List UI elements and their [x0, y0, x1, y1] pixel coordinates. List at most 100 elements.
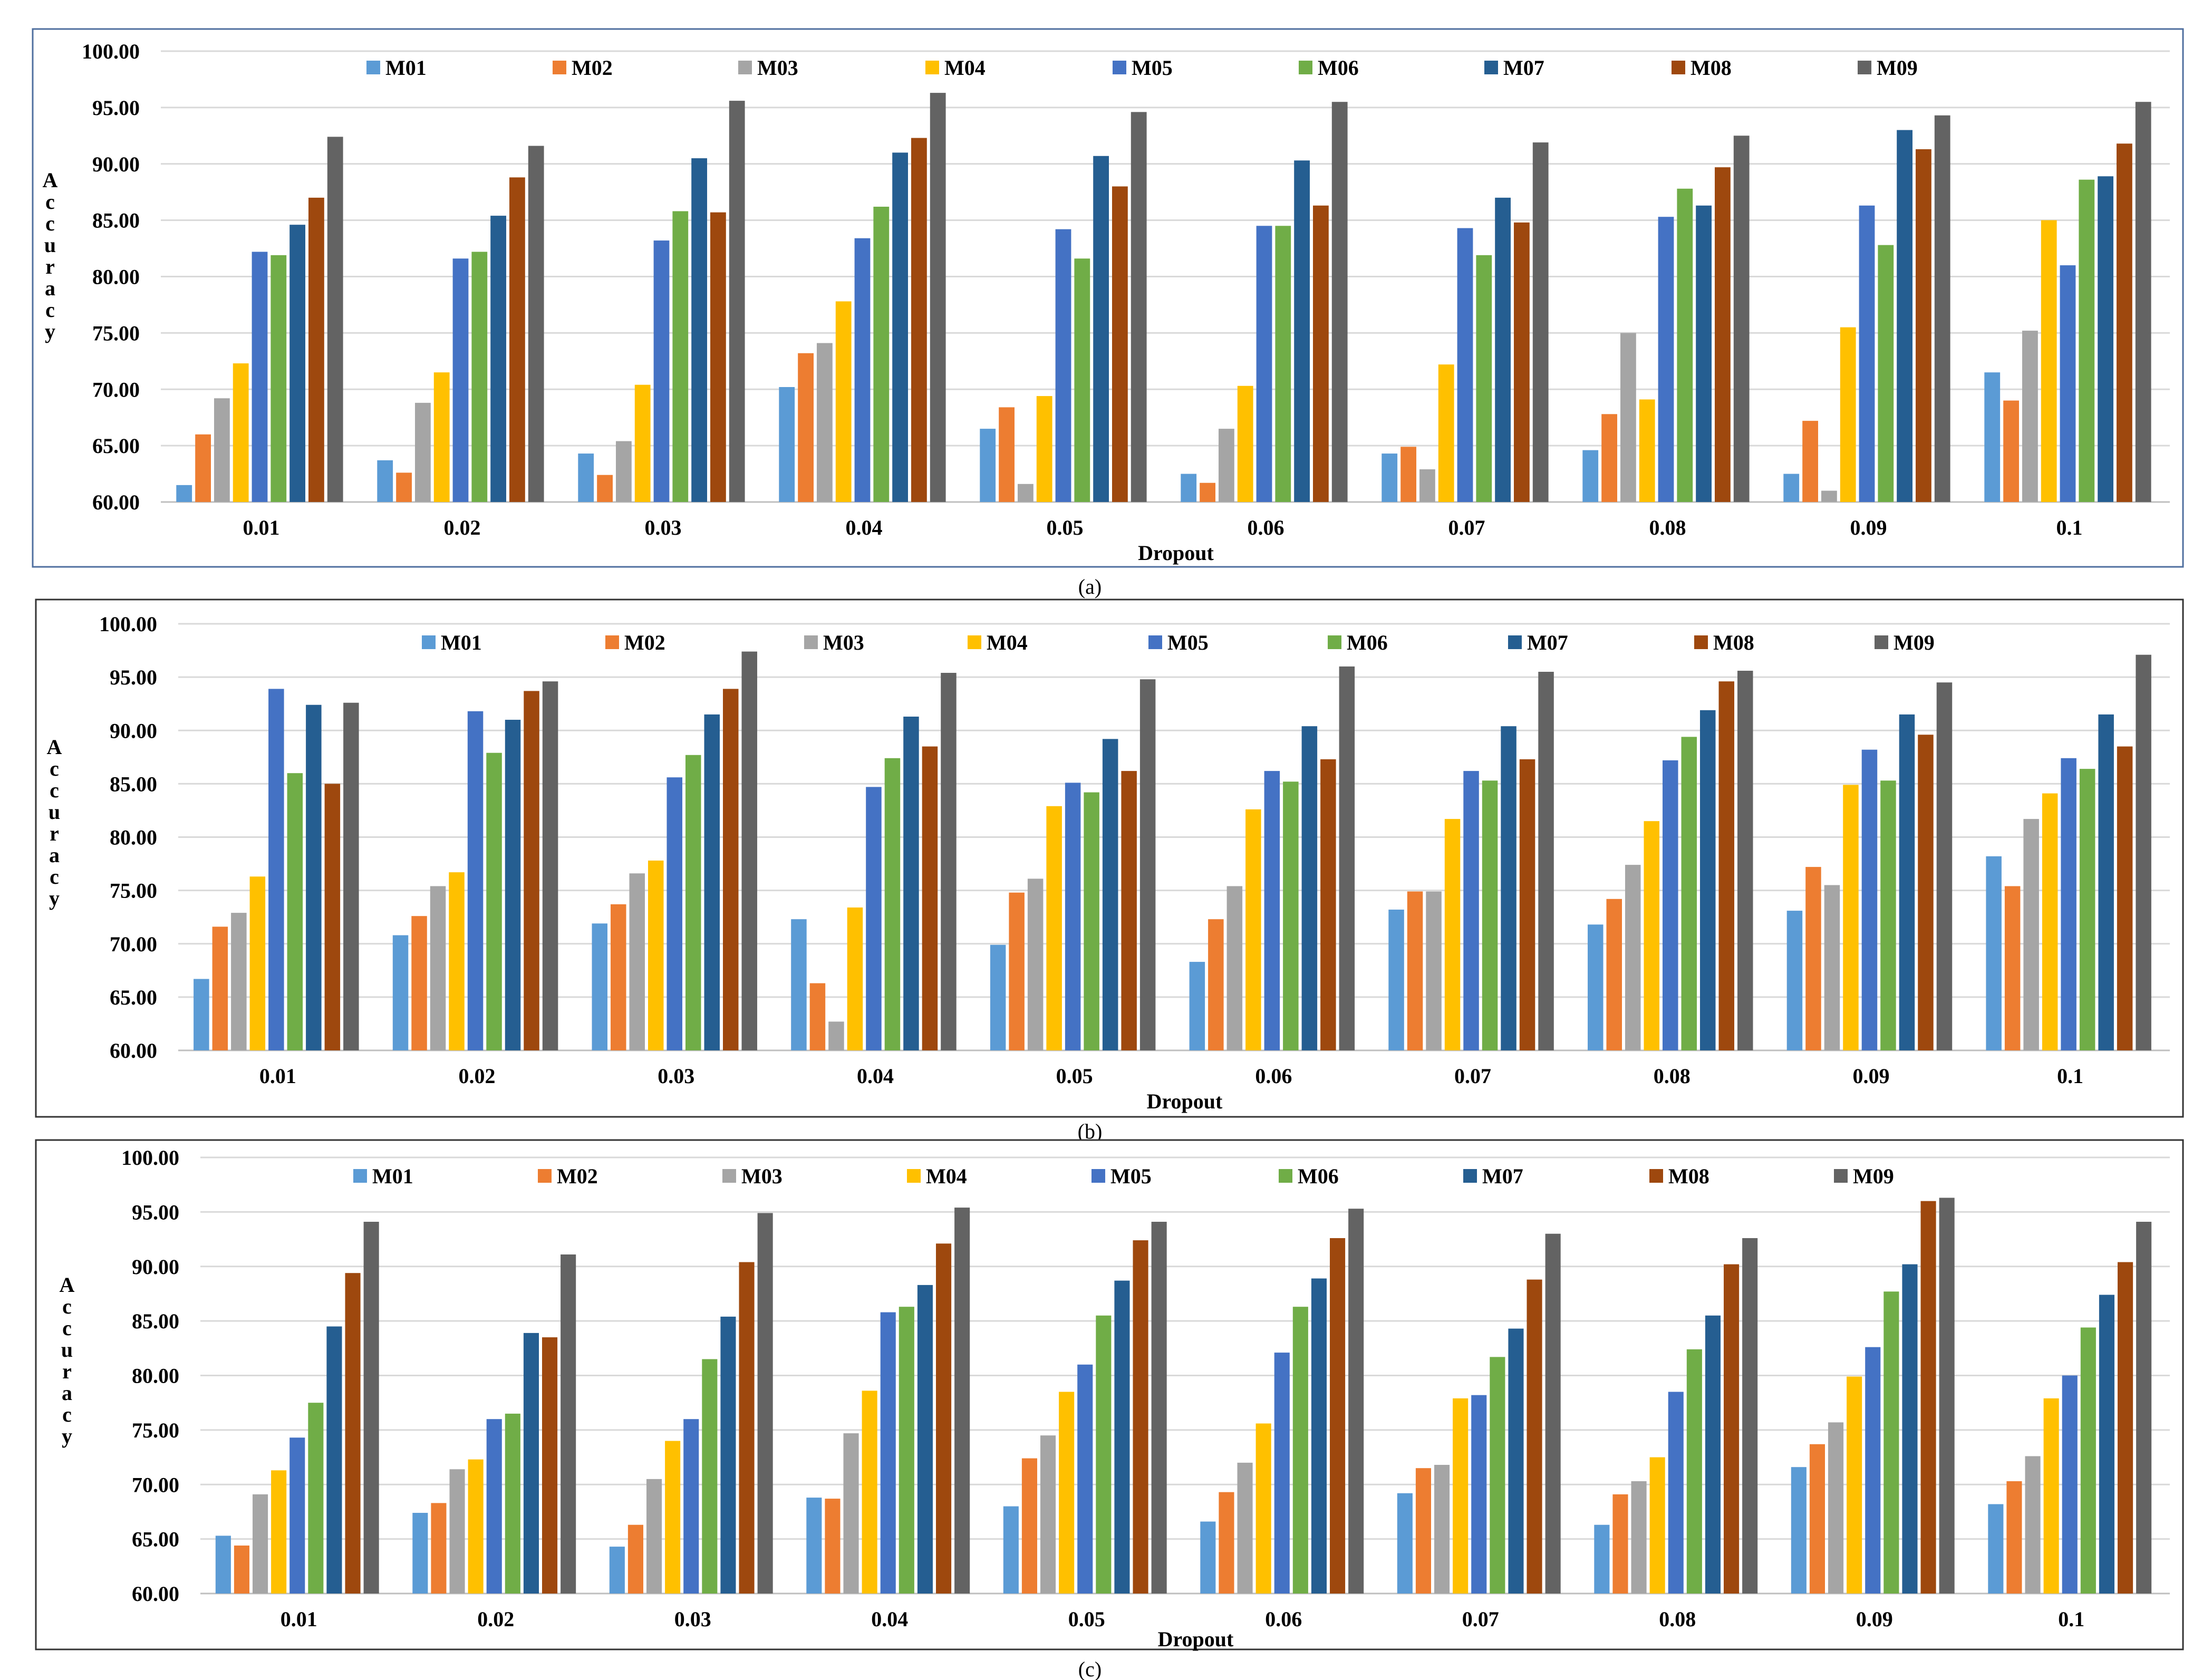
bar-M09-0.1 [2135, 102, 2151, 502]
bar-M02-0.05 [1009, 892, 1025, 1050]
legend-swatch [1875, 635, 1888, 649]
bar-M07-0.01 [326, 1326, 342, 1594]
bar-M07-0.07 [1495, 197, 1511, 502]
legend-swatch [1148, 635, 1162, 649]
bar-M02-0.1 [2006, 1481, 2022, 1594]
legend-swatch [1091, 1169, 1105, 1183]
bar-M08-0.04 [922, 746, 938, 1050]
bar-M02-0.01 [195, 434, 211, 503]
bar-M06-0.07 [1490, 1357, 1505, 1594]
bar-M01-0.04 [779, 387, 795, 502]
bar-M02-0.03 [627, 1524, 643, 1594]
bar-M08-0.05 [1133, 1240, 1148, 1594]
bar-M05-0.09 [1861, 749, 1878, 1050]
bar-M09-0.06 [1339, 666, 1355, 1050]
bar-M01-0.1 [1988, 1504, 2004, 1594]
bar-M04-0.06 [1245, 809, 1261, 1050]
bar-M09-0.08 [1733, 136, 1750, 502]
legend-swatch [1484, 61, 1498, 74]
bar-M07-0.02 [505, 720, 521, 1050]
bar-M06-0.05 [1096, 1315, 1112, 1594]
bar-M06-0.08 [1686, 1349, 1702, 1594]
bar-M05-0.06 [1256, 226, 1272, 502]
bar-M08-0.03 [710, 212, 726, 502]
bar-M07-0.01 [289, 225, 305, 502]
bar-M06-0.02 [471, 252, 488, 502]
bar-M01-0.03 [609, 1547, 625, 1594]
bar-M09-0.03 [729, 101, 745, 503]
bar-M01-0.03 [578, 453, 594, 502]
bar-M04-0.03 [648, 861, 664, 1050]
legend-swatch [1508, 635, 1522, 649]
bar-M03-0.1 [2023, 819, 2039, 1050]
bar-M05-0.02 [486, 1419, 502, 1594]
bar-M03-0.02 [430, 886, 446, 1050]
bar-M05-0.06 [1274, 1353, 1290, 1594]
chart-2: 60.00 65.00 70.00 75.00 80.00 85.00 90.00 95.00… [35, 598, 2184, 1118]
bar-M03-0.08 [1620, 333, 1636, 502]
bar-M01-0.07 [1388, 910, 1404, 1050]
bar-M02-0.09 [1805, 867, 1821, 1050]
bar-M03-0.01 [214, 398, 230, 502]
legend-label: M02 [624, 631, 665, 654]
bar-M08-0.09 [1920, 1201, 1936, 1594]
legend-label: M01 [441, 631, 482, 654]
bar-M04-0.09 [1843, 785, 1859, 1050]
chart-caption: (c) [1078, 1657, 1102, 1680]
bar-M01-0.09 [1791, 1467, 1807, 1594]
legend-label: M03 [741, 1164, 783, 1188]
y-tick-label: 85.00 [132, 1309, 179, 1333]
bar-M02-0.01 [234, 1546, 249, 1594]
bar-M09-0.03 [757, 1213, 773, 1594]
x-tick-label: 0.03 [658, 1064, 694, 1088]
bar-M01-0.04 [791, 919, 807, 1050]
bar-M02-0.1 [2004, 886, 2021, 1050]
bar-M08-0.07 [1519, 759, 1535, 1050]
bar-M05-0.08 [1663, 760, 1678, 1050]
bar-M05-0.04 [880, 1312, 896, 1594]
bar-M08-0.06 [1320, 759, 1336, 1050]
bar-M06-0.06 [1275, 226, 1291, 502]
y-tick-label: 70.00 [132, 1473, 179, 1496]
bar-M09-0.09 [1936, 682, 1953, 1050]
bar-M04-0.09 [1840, 327, 1856, 502]
bar-M05-0.08 [1658, 217, 1674, 502]
legend-swatch [968, 635, 981, 649]
legend-item-M07: M07 [1484, 56, 1544, 80]
bar-M01-0.05 [1003, 1506, 1019, 1594]
bar-M07-0.06 [1301, 726, 1318, 1050]
bar-M05-0.1 [2060, 265, 2076, 502]
bar-M01-0.08 [1594, 1524, 1610, 1594]
y-tick-label: 100.00 [99, 612, 157, 636]
x-tick-label: 0.07 [1448, 516, 1485, 539]
bar-M01-0.07 [1382, 453, 1398, 502]
bar-M07-0.07 [1508, 1328, 1524, 1594]
bar-M04-0.1 [2041, 220, 2057, 503]
y-tick-label: 80.00 [92, 265, 140, 289]
legend-item-M02: M02 [605, 631, 665, 654]
x-tick-label: 0.05 [1047, 516, 1084, 539]
bar-M06-0.02 [505, 1413, 520, 1594]
legend-item-M09: M09 [1858, 56, 1918, 80]
x-tick-label: 0.02 [477, 1607, 514, 1631]
bar-M04-0.02 [468, 1459, 484, 1594]
bar-M05-0.01 [252, 252, 268, 502]
bar-M08-0.09 [1918, 735, 1934, 1050]
bar-M06-0.05 [1074, 258, 1090, 502]
legend-label: M06 [1347, 631, 1388, 654]
legend-label: M05 [1132, 56, 1173, 80]
bar-M02-0.07 [1415, 1468, 1431, 1594]
bar-M01-0.01 [215, 1536, 231, 1594]
y-tick-label: 85.00 [92, 209, 140, 233]
bar-M01-0.06 [1181, 474, 1197, 502]
bar-M06-0.06 [1283, 781, 1299, 1050]
legend-label: M04 [944, 56, 986, 80]
bar-M02-0.01 [212, 926, 228, 1050]
bar-M07-0.09 [1897, 130, 1912, 503]
bar-M05-0.05 [1055, 229, 1071, 502]
y-tick-label: 70.00 [110, 932, 157, 956]
bar-M04-0.04 [835, 301, 852, 502]
bar-M09-0.08 [1737, 671, 1753, 1050]
bar-M06-0.09 [1883, 1291, 1899, 1594]
